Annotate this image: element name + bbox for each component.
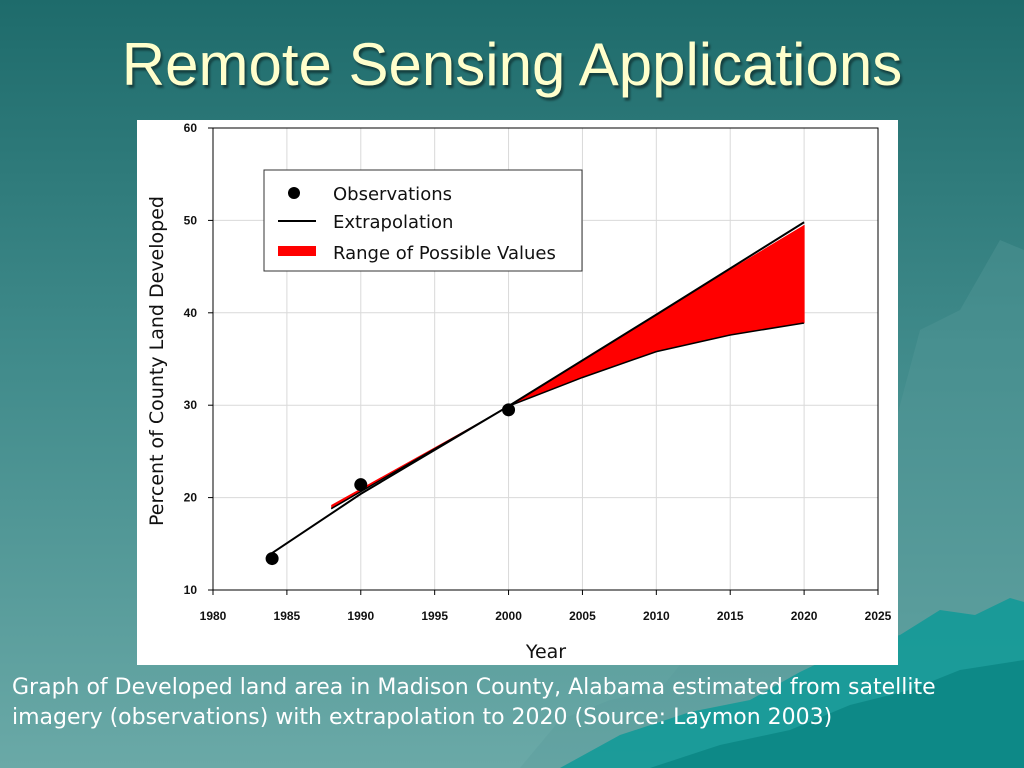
- x-tick-label: 2015: [717, 609, 744, 623]
- legend-label-observations: Observations: [333, 184, 452, 205]
- x-tick-label: 1990: [347, 609, 374, 623]
- legend-label-range: Range of Possible Values: [333, 243, 556, 264]
- x-tick-label: 1980: [200, 609, 227, 623]
- x-tick-label: 2000: [495, 609, 522, 623]
- x-tick-label: 2025: [865, 609, 892, 623]
- observation-point: [265, 552, 279, 566]
- chart-panel: 1980 1985 1990 1995 2000 2005 2010 2015 2020 2025…: [137, 120, 898, 665]
- x-tick-label: 1985: [274, 609, 301, 623]
- y-tick-label: 30: [184, 398, 198, 412]
- x-tick-label: 1995: [421, 609, 448, 623]
- x-tick-label: 2020: [791, 609, 818, 623]
- observation-point: [502, 403, 516, 417]
- developed-land-chart: 1980 1985 1990 1995 2000 2005 2010 2015 2020 2025…: [146, 121, 892, 663]
- legend-marker-range: [278, 246, 316, 256]
- range-lower-bound: [330, 322, 805, 510]
- legend-label-extrapolation: Extrapolation: [333, 212, 453, 233]
- slide-caption: Graph of Developed land area in Madison …: [12, 675, 936, 730]
- x-tick-label: 2005: [569, 609, 596, 623]
- y-tick-label: 40: [184, 306, 198, 320]
- y-tick-label: 10: [184, 583, 198, 597]
- extrapolation-line: [271, 221, 805, 554]
- tick-layer: 1980 1985 1990 1995 2000 2005 2010 2015 2020 2025…: [184, 121, 892, 623]
- slide-title: Remote Sensing Applications: [121, 31, 903, 98]
- extrapolation-layer: [271, 221, 805, 554]
- observation-point: [354, 478, 368, 492]
- plot-frame: [212, 127, 879, 591]
- y-tick-label: 20: [184, 491, 198, 505]
- x-tick-label: 2010: [643, 609, 670, 623]
- x-axis-title: Year: [525, 641, 566, 663]
- legend-marker-observations: [288, 187, 300, 199]
- y-axis-title: Percent of County Land Developed: [146, 196, 168, 526]
- y-tick-label: 60: [184, 121, 198, 135]
- range-band: [331, 225, 805, 509]
- y-tick-label: 50: [184, 213, 198, 227]
- observation-layer: [265, 403, 516, 566]
- legend-box: [263, 169, 583, 272]
- legend: Observations Extrapolation Range of Poss…: [263, 169, 583, 272]
